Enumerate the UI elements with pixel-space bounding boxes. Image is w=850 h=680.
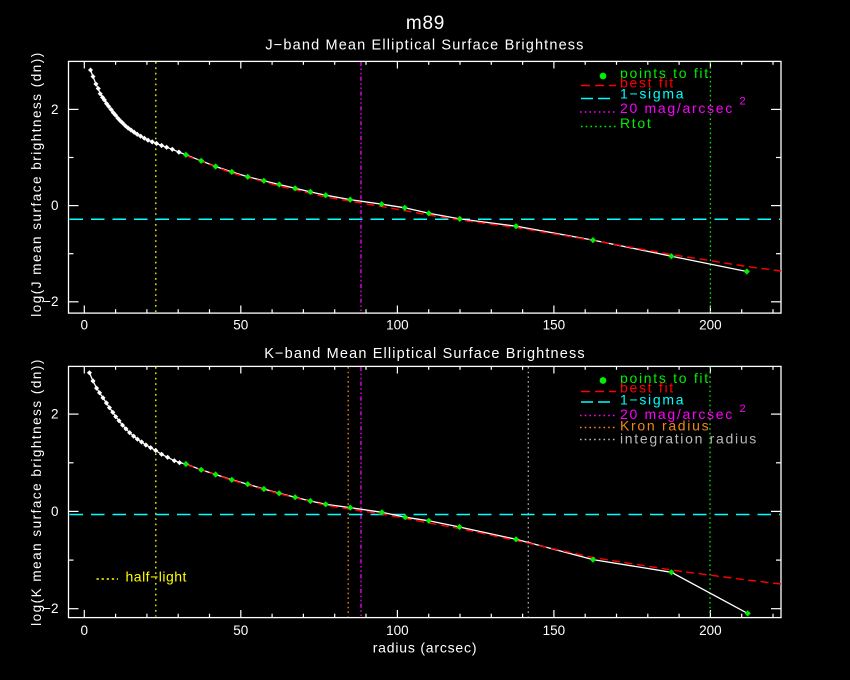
svg-text:points to fit: points to fit — [620, 370, 710, 386]
svg-text:best fit: best fit — [620, 380, 675, 396]
svg-text:−2: −2 — [43, 294, 58, 309]
svg-text:150: 150 — [543, 318, 566, 333]
svg-text:J−band Mean Elliptical Surface: J−band Mean Elliptical Surface Brightnes… — [265, 38, 584, 54]
svg-text:log(K mean surface brightness: log(K mean surface brightness (dn)) — [29, 358, 44, 626]
svg-text:0: 0 — [81, 318, 89, 333]
svg-text:100: 100 — [386, 623, 409, 638]
svg-text:1−sigma: 1−sigma — [620, 86, 685, 102]
svg-text:log(J mean surface brightness: log(J mean surface brightness (dn)) — [29, 51, 44, 317]
svg-text:100: 100 — [386, 318, 409, 333]
svg-text:2: 2 — [740, 403, 746, 415]
svg-text:200: 200 — [699, 318, 722, 333]
svg-text:20 mag/arcsec: 20 mag/arcsec — [620, 100, 734, 116]
svg-text:2: 2 — [51, 407, 59, 422]
svg-text:0: 0 — [81, 623, 89, 638]
svg-text:2: 2 — [51, 102, 59, 117]
svg-text:200: 200 — [699, 623, 722, 638]
svg-text:radius (arcsec): radius (arcsec) — [373, 640, 478, 656]
svg-text:integration radius: integration radius — [620, 431, 758, 447]
svg-text:2: 2 — [740, 96, 746, 108]
svg-text:Kron radius: Kron radius — [620, 418, 710, 434]
svg-text:−2: −2 — [43, 601, 58, 616]
svg-text:150: 150 — [543, 623, 566, 638]
svg-text:half−light: half−light — [126, 569, 187, 585]
svg-text:K−band Mean Elliptical Surface: K−band Mean Elliptical Surface Brightnes… — [264, 346, 586, 362]
svg-text:1−sigma: 1−sigma — [620, 392, 685, 408]
svg-text:0: 0 — [51, 504, 59, 519]
svg-text:Rtot: Rtot — [620, 115, 652, 131]
svg-text:0: 0 — [51, 198, 59, 213]
svg-text:50: 50 — [233, 623, 248, 638]
svg-text:points to fit: points to fit — [620, 65, 710, 81]
svg-text:m89: m89 — [406, 13, 445, 34]
svg-text:best fit: best fit — [620, 75, 675, 91]
svg-text:20 mag/arcsec: 20 mag/arcsec — [620, 406, 734, 422]
svg-text:50: 50 — [233, 318, 248, 333]
